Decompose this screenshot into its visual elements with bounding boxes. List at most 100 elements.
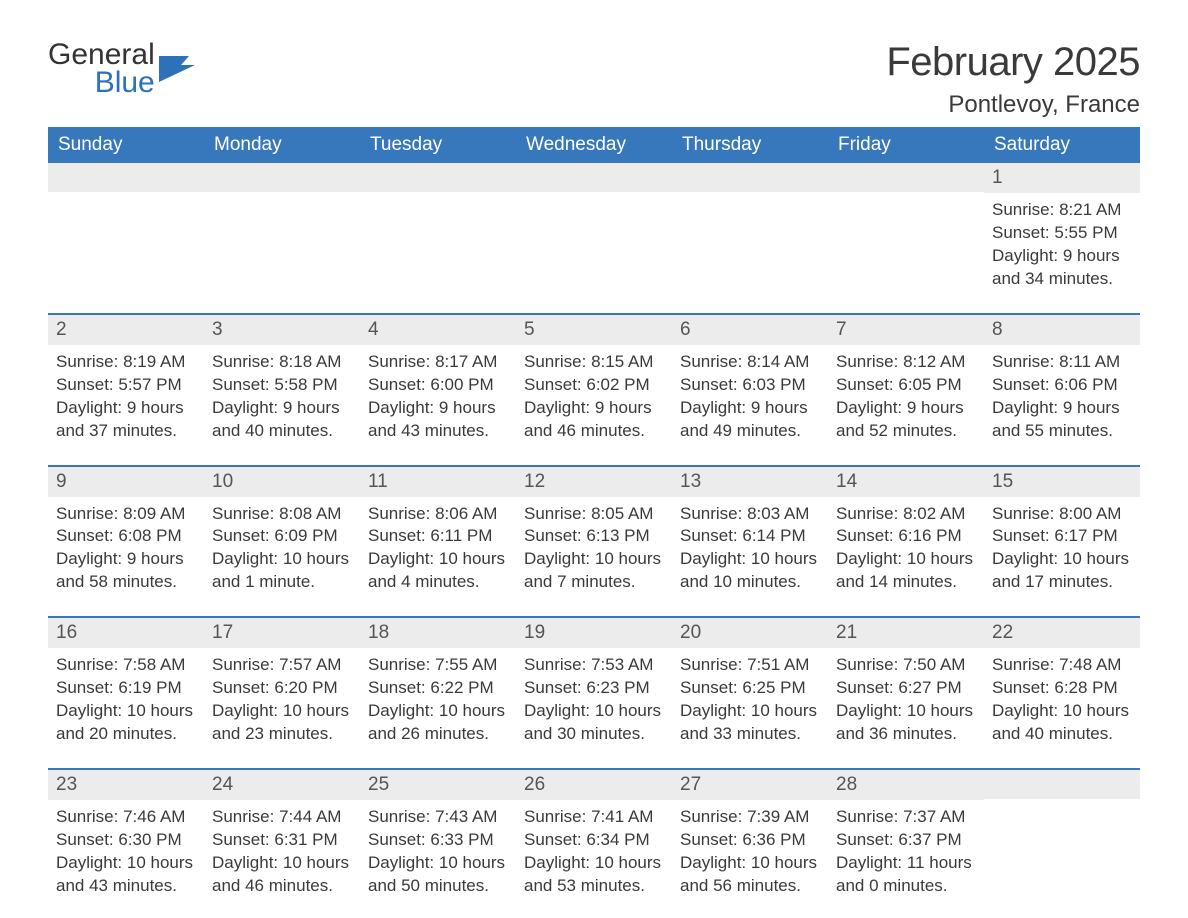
sunset-text: Sunset: 6:19 PM (56, 677, 196, 700)
daylight-text: Daylight: 10 hours and 10 minutes. (680, 548, 820, 594)
day-details: Sunrise: 7:51 AMSunset: 6:25 PMDaylight:… (672, 648, 828, 750)
sunset-text: Sunset: 5:55 PM (992, 222, 1132, 245)
sunset-text: Sunset: 5:58 PM (212, 374, 352, 397)
day-details: Sunrise: 7:43 AMSunset: 6:33 PMDaylight:… (360, 800, 516, 902)
daylight-text: Daylight: 10 hours and 7 minutes. (524, 548, 664, 594)
day-number: 27 (672, 770, 828, 800)
day-number: 17 (204, 618, 360, 648)
sunrise-text: Sunrise: 7:53 AM (524, 654, 664, 677)
day-header-row: Sunday Monday Tuesday Wednesday Thursday… (48, 127, 1140, 163)
day-cell: 2Sunrise: 8:19 AMSunset: 5:57 PMDaylight… (48, 315, 204, 447)
day-number (828, 163, 984, 192)
day-number: 6 (672, 315, 828, 345)
day-details: Sunrise: 8:21 AMSunset: 5:55 PMDaylight:… (984, 193, 1140, 295)
day-details: Sunrise: 8:19 AMSunset: 5:57 PMDaylight:… (48, 345, 204, 447)
day-details: Sunrise: 8:06 AMSunset: 6:11 PMDaylight:… (360, 497, 516, 599)
sunset-text: Sunset: 6:23 PM (524, 677, 664, 700)
day-number: 3 (204, 315, 360, 345)
day-number: 26 (516, 770, 672, 800)
sunrise-text: Sunrise: 7:55 AM (368, 654, 508, 677)
sunset-text: Sunset: 6:08 PM (56, 525, 196, 548)
sunset-text: Sunset: 6:02 PM (524, 374, 664, 397)
day-cell: 10Sunrise: 8:08 AMSunset: 6:09 PMDayligh… (204, 467, 360, 599)
day-details: Sunrise: 7:58 AMSunset: 6:19 PMDaylight:… (48, 648, 204, 750)
sunset-text: Sunset: 6:37 PM (836, 829, 976, 852)
sunrise-text: Sunrise: 8:09 AM (56, 503, 196, 526)
day-details: Sunrise: 8:02 AMSunset: 6:16 PMDaylight:… (828, 497, 984, 599)
day-number: 1 (984, 163, 1140, 193)
sunrise-text: Sunrise: 8:21 AM (992, 199, 1132, 222)
day-number: 8 (984, 315, 1140, 345)
daylight-text: Daylight: 10 hours and 46 minutes. (212, 852, 352, 898)
sunrise-text: Sunrise: 7:58 AM (56, 654, 196, 677)
day-number (984, 770, 1140, 799)
sunrise-text: Sunrise: 8:03 AM (680, 503, 820, 526)
daylight-text: Daylight: 9 hours and 55 minutes. (992, 397, 1132, 443)
day-details: Sunrise: 8:18 AMSunset: 5:58 PMDaylight:… (204, 345, 360, 447)
daylight-text: Daylight: 10 hours and 26 minutes. (368, 700, 508, 746)
day-details: Sunrise: 8:08 AMSunset: 6:09 PMDaylight:… (204, 497, 360, 599)
day-details: Sunrise: 7:44 AMSunset: 6:31 PMDaylight:… (204, 800, 360, 902)
page-header: General Blue February 2025 Pontlevoy, Fr… (48, 40, 1140, 119)
day-cell: 18Sunrise: 7:55 AMSunset: 6:22 PMDayligh… (360, 618, 516, 750)
day-number: 28 (828, 770, 984, 800)
day-number: 10 (204, 467, 360, 497)
logo-blue-text: Blue (48, 68, 155, 98)
daylight-text: Daylight: 10 hours and 14 minutes. (836, 548, 976, 594)
week-row: 2Sunrise: 8:19 AMSunset: 5:57 PMDaylight… (48, 313, 1140, 447)
sunset-text: Sunset: 6:31 PM (212, 829, 352, 852)
sunrise-text: Sunrise: 7:50 AM (836, 654, 976, 677)
weeks-container: 1Sunrise: 8:21 AMSunset: 5:55 PMDaylight… (48, 163, 1140, 902)
title-block: February 2025 Pontlevoy, France (886, 40, 1140, 119)
day-details: Sunrise: 8:00 AMSunset: 6:17 PMDaylight:… (984, 497, 1140, 599)
day-cell: 11Sunrise: 8:06 AMSunset: 6:11 PMDayligh… (360, 467, 516, 599)
day-cell (672, 163, 828, 295)
sunrise-text: Sunrise: 7:57 AM (212, 654, 352, 677)
daylight-text: Daylight: 9 hours and 49 minutes. (680, 397, 820, 443)
sunrise-text: Sunrise: 8:08 AM (212, 503, 352, 526)
sunset-text: Sunset: 6:34 PM (524, 829, 664, 852)
day-header-tuesday: Tuesday (360, 127, 516, 163)
sunrise-text: Sunrise: 8:11 AM (992, 351, 1132, 374)
day-details: Sunrise: 7:50 AMSunset: 6:27 PMDaylight:… (828, 648, 984, 750)
day-cell: 12Sunrise: 8:05 AMSunset: 6:13 PMDayligh… (516, 467, 672, 599)
sunset-text: Sunset: 6:28 PM (992, 677, 1132, 700)
sunrise-text: Sunrise: 7:37 AM (836, 806, 976, 829)
daylight-text: Daylight: 10 hours and 23 minutes. (212, 700, 352, 746)
day-cell: 7Sunrise: 8:12 AMSunset: 6:05 PMDaylight… (828, 315, 984, 447)
day-number: 15 (984, 467, 1140, 497)
sunrise-text: Sunrise: 8:15 AM (524, 351, 664, 374)
day-number: 12 (516, 467, 672, 497)
day-details: Sunrise: 8:14 AMSunset: 6:03 PMDaylight:… (672, 345, 828, 447)
day-number: 13 (672, 467, 828, 497)
sunrise-text: Sunrise: 7:46 AM (56, 806, 196, 829)
sunset-text: Sunset: 6:05 PM (836, 374, 976, 397)
daylight-text: Daylight: 9 hours and 52 minutes. (836, 397, 976, 443)
sunrise-text: Sunrise: 7:44 AM (212, 806, 352, 829)
day-cell (516, 163, 672, 295)
day-cell: 9Sunrise: 8:09 AMSunset: 6:08 PMDaylight… (48, 467, 204, 599)
day-details: Sunrise: 8:12 AMSunset: 6:05 PMDaylight:… (828, 345, 984, 447)
sunrise-text: Sunrise: 8:19 AM (56, 351, 196, 374)
sunset-text: Sunset: 5:57 PM (56, 374, 196, 397)
day-number: 11 (360, 467, 516, 497)
daylight-text: Daylight: 9 hours and 40 minutes. (212, 397, 352, 443)
day-number (204, 163, 360, 192)
daylight-text: Daylight: 9 hours and 58 minutes. (56, 548, 196, 594)
week-row: 16Sunrise: 7:58 AMSunset: 6:19 PMDayligh… (48, 616, 1140, 750)
sunrise-text: Sunrise: 8:14 AM (680, 351, 820, 374)
day-header-sunday: Sunday (48, 127, 204, 163)
day-details: Sunrise: 7:46 AMSunset: 6:30 PMDaylight:… (48, 800, 204, 902)
day-cell: 19Sunrise: 7:53 AMSunset: 6:23 PMDayligh… (516, 618, 672, 750)
day-number: 16 (48, 618, 204, 648)
day-details: Sunrise: 7:41 AMSunset: 6:34 PMDaylight:… (516, 800, 672, 902)
daylight-text: Daylight: 10 hours and 43 minutes. (56, 852, 196, 898)
day-header-monday: Monday (204, 127, 360, 163)
sunrise-text: Sunrise: 8:12 AM (836, 351, 976, 374)
day-number (360, 163, 516, 192)
week-row: 23Sunrise: 7:46 AMSunset: 6:30 PMDayligh… (48, 768, 1140, 902)
day-cell (984, 770, 1140, 902)
day-cell: 13Sunrise: 8:03 AMSunset: 6:14 PMDayligh… (672, 467, 828, 599)
day-details: Sunrise: 7:55 AMSunset: 6:22 PMDaylight:… (360, 648, 516, 750)
daylight-text: Daylight: 10 hours and 17 minutes. (992, 548, 1132, 594)
